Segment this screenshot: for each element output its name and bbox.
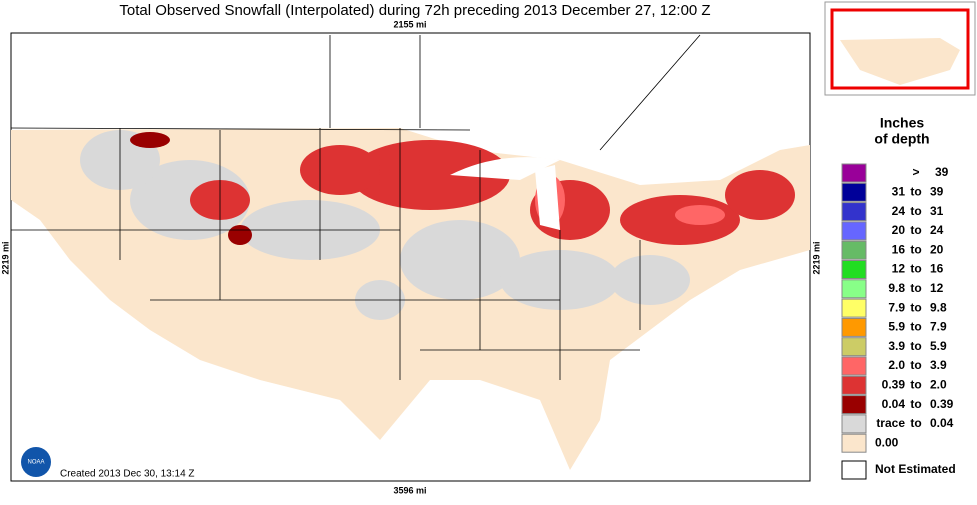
legend: >39 31 to 39 24 to 31 20 to 24 16 to 20 12 to 16 9.8 to 12…: [841, 163, 954, 453]
legend-swatch: [841, 279, 867, 299]
legend-swatch: [841, 317, 867, 337]
left-distance: 2219 mi: [0, 241, 10, 274]
legend-sep: to: [910, 242, 921, 256]
legend-low: 24: [892, 204, 906, 218]
top-distance: 2155 mi: [393, 19, 426, 29]
legend-sep: to: [910, 377, 921, 391]
legend-title: of depth: [874, 131, 929, 147]
legend-sep: to: [910, 397, 921, 411]
legend-low: >: [912, 165, 919, 179]
legend-swatch: [841, 433, 867, 453]
legend-swatch: [841, 460, 867, 480]
right-distance: 2219 mi: [811, 241, 821, 274]
legend-swatch: [841, 414, 867, 434]
legend-sep: to: [910, 358, 921, 372]
logo-text: NOAA: [27, 460, 44, 466]
legend-low: 20: [892, 223, 906, 237]
legend-high: 2.0: [930, 377, 947, 391]
legend-sep: to: [910, 320, 921, 334]
legend-low: 0.04: [882, 397, 906, 411]
legend-high: 39: [935, 165, 949, 179]
legend-high: 7.9: [930, 320, 947, 334]
legend-swatch: [841, 260, 867, 279]
legend-swatch: [841, 221, 867, 241]
legend-low: 5.9: [888, 320, 905, 334]
legend-swatch: [841, 240, 867, 260]
legend-sep: to: [910, 204, 921, 218]
legend-low: trace: [876, 416, 905, 430]
legend-low: 31: [892, 184, 906, 198]
legend-sep: to: [910, 262, 921, 276]
legend-swatch: [841, 163, 867, 183]
created-note: Created 2013 Dec 30, 13:14 Z: [60, 469, 195, 480]
legend-swatch: [841, 298, 867, 318]
legend-swatch: [841, 202, 867, 222]
legend-high: 20: [930, 242, 944, 256]
legend-high: 16: [930, 262, 944, 276]
legend-high: 3.9: [930, 358, 947, 372]
legend-low: 3.9: [888, 339, 905, 353]
noaa-logo: [21, 447, 51, 477]
legend-high: 24: [930, 223, 944, 237]
legend-high: 9.8: [930, 300, 947, 314]
legend-low: 7.9: [888, 300, 905, 314]
legend-label: Not Estimated: [875, 462, 956, 476]
legend-high: 31: [930, 204, 944, 218]
legend-swatch: [841, 337, 867, 357]
legend-swatch: [841, 375, 867, 395]
legend-low: 12: [892, 262, 906, 276]
legend-title: Inches: [880, 115, 925, 131]
legend-sep: to: [910, 184, 921, 198]
legend-low: 16: [892, 242, 906, 256]
legend-low: 0.39: [882, 377, 906, 391]
bottom-distance: 3596 mi: [393, 485, 426, 495]
legend-high: 12: [930, 281, 944, 295]
legend-low: 9.8: [888, 281, 905, 295]
legend-swatch: [841, 356, 867, 376]
legend-high: 5.9: [930, 339, 947, 353]
legend-sep: to: [910, 416, 921, 430]
legend-high: 0.04: [930, 416, 954, 430]
inset-map: [824, 1, 976, 96]
title: Total Observed Snowfall (Interpolated) d…: [119, 2, 710, 19]
legend-sep: to: [910, 223, 921, 237]
legend-swatch: [841, 182, 867, 202]
map: NOAA Created 2013 Dec 30, 13:14 Z: [10, 32, 811, 482]
legend-swatch: [841, 395, 867, 415]
legend-high: 39: [930, 184, 944, 198]
legend-sep: to: [910, 300, 921, 314]
legend-low: 0.00: [875, 435, 899, 449]
legend-sep: to: [910, 339, 921, 353]
legend-high: 0.39: [930, 397, 954, 411]
legend-sep: to: [910, 281, 921, 295]
legend-low: 2.0: [888, 358, 905, 372]
